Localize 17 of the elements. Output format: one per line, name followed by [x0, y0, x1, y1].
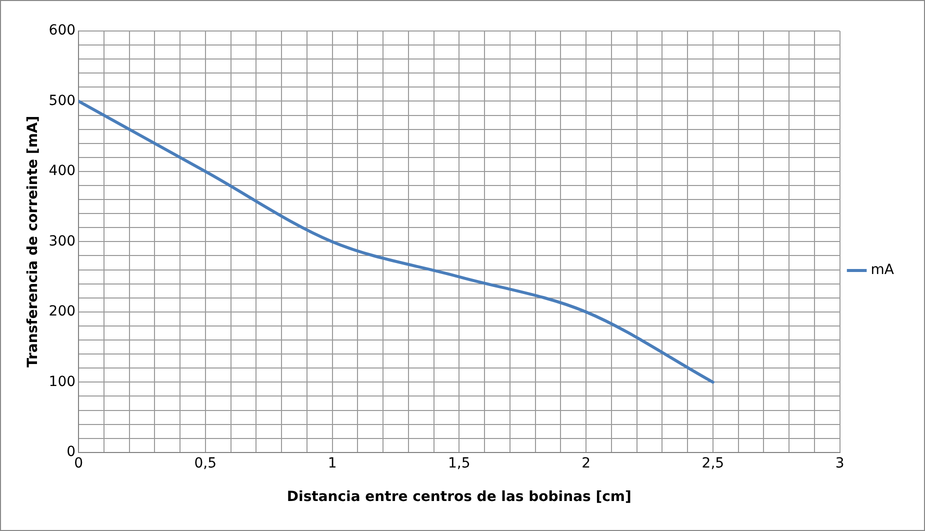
- y-tick-label: 500: [48, 92, 76, 109]
- x-tick-label: 3: [835, 455, 844, 472]
- x-tick-label: 2: [582, 455, 590, 472]
- y-axis-title: Transferencia de correinte [mA]: [25, 116, 42, 368]
- y-tick-label: 200: [48, 304, 76, 320]
- x-tick-label: 0,5: [194, 455, 217, 472]
- line-series: [78, 100, 714, 384]
- x-axis-title: Distancia entre centros de las bobinas [cm]: [286, 489, 632, 506]
- x-tick-label: 1,5: [448, 455, 470, 472]
- x-tick-label: 2,5: [702, 455, 724, 472]
- y-tick-label: 400: [48, 163, 76, 180]
- legend-label: mA: [870, 262, 894, 278]
- y-tick-label: 0: [66, 444, 76, 460]
- x-tick-label: 1: [328, 455, 337, 472]
- y-tick-label: 300: [48, 233, 76, 250]
- y-tick-label: 600: [48, 22, 76, 39]
- y-tick-label: 100: [48, 374, 76, 390]
